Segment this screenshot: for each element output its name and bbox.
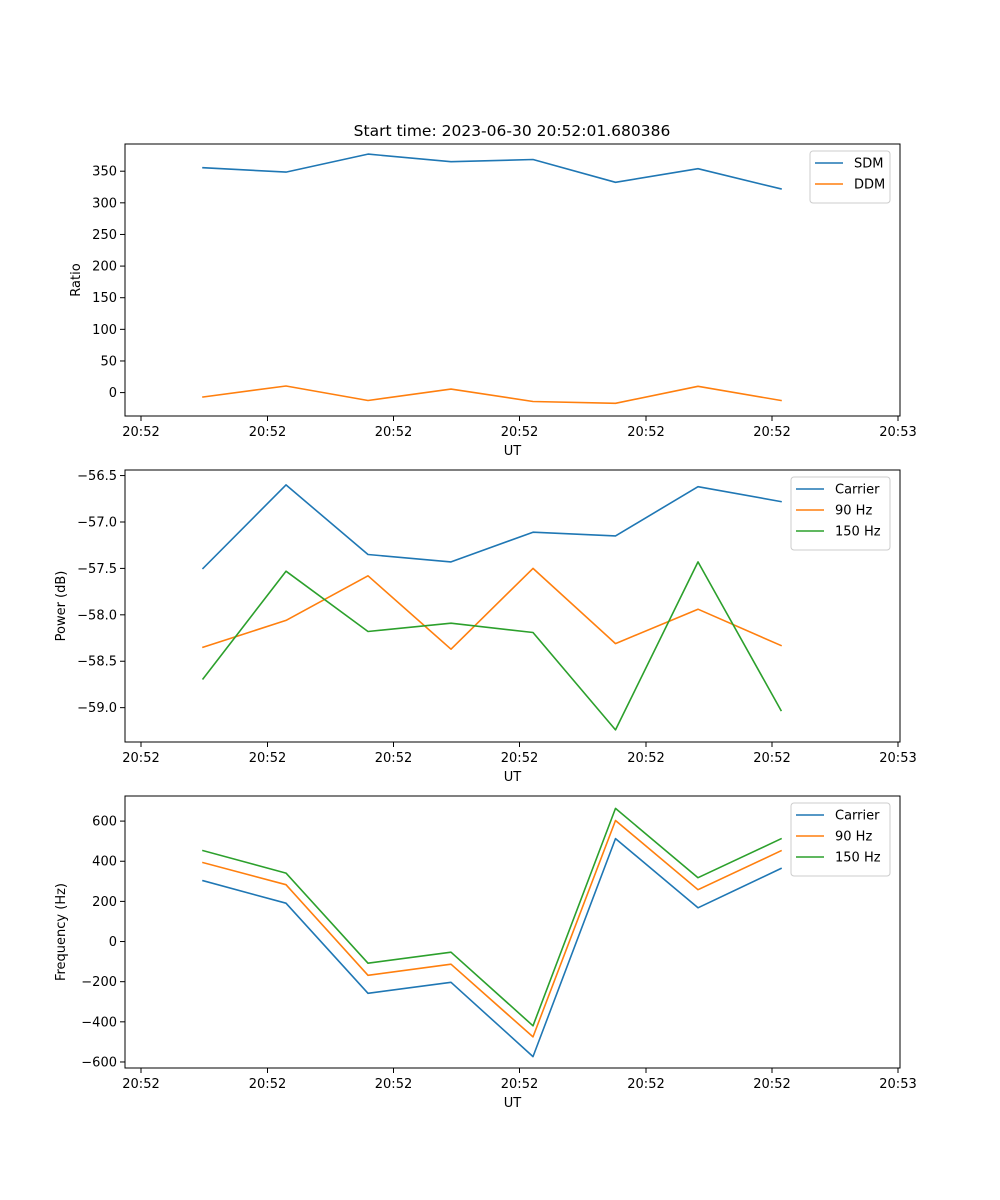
frequency-series-150-hz-line [202,807,783,1027]
ratio-ytick-label: 300 [92,196,117,211]
power-ytick-label: −56.5 [77,469,117,484]
ratio-legend-label-sdm: SDM [854,157,883,172]
frequency-xtick-label: 20:53 [879,1077,916,1092]
power-legend-label-carrier: Carrier [835,483,880,498]
power-xtick-label: 20:52 [753,751,790,766]
ratio-ytick-label: 250 [92,228,117,243]
power-yaxis-label: Power (dB) [54,571,69,642]
frequency-legend-label-150-hz: 150 Hz [835,851,881,866]
frequency-series-carrier-line [202,837,783,1058]
frequency-xtick-label: 20:52 [753,1077,790,1092]
power-panel: −59.0 −58.5 −58.0 −57.5 −57.0 −56.5 20:52 20:52… [54,469,917,785]
frequency-yaxis-label: Frequency (Hz) [54,883,69,981]
ratio-xaxis-label: UT [504,444,522,459]
power-xtick-label: 20:53 [879,751,916,766]
ratio-series-ddm-line [202,385,782,405]
frequency-xtick-label: 20:52 [375,1077,412,1092]
power-legend: Carrier 90 Hz 150 Hz [790,476,891,551]
frequency-legend: Carrier 90 Hz 150 Hz [790,802,891,877]
ratio-ytick-label: 100 [92,323,117,338]
ratio-ytick-label: 50 [100,354,117,369]
ratio-panel: 0 50 100 150 200 250 300 350 20:52 20:52 20:52 20:5… [69,143,917,459]
ratio-xtick-label: 20:52 [753,425,790,440]
ratio-axes-frame [124,143,901,417]
power-xtick-label: 20:52 [249,751,286,766]
frequency-ytick-label: −400 [81,1015,117,1030]
power-xtick-label: 20:52 [375,751,412,766]
power-series-90-hz-line [201,567,783,651]
ratio-ytick-label: 150 [92,291,117,306]
frequency-series-90-hz-line [202,819,783,1038]
power-axes-frame [124,469,901,743]
ratio-legend: SDM DDM [809,150,891,204]
frequency-ytick-label: 600 [92,815,117,830]
power-xtick-label: 20:52 [627,751,664,766]
power-ytick-label: −59.0 [77,701,117,716]
frequency-xtick-label: 20:52 [627,1077,664,1092]
frequency-legend-label-90-hz: 90 Hz [835,830,872,845]
ratio-ytick-label: 200 [92,260,117,275]
frequency-ytick-label: 200 [92,895,117,910]
ratio-legend-box [809,150,891,204]
power-legend-label-90-hz: 90 Hz [835,504,872,519]
power-ytick-label: −58.0 [77,608,117,623]
frequency-ytick-label: −600 [81,1055,117,1070]
frequency-ytick-label: 400 [92,855,117,870]
ratio-xtick-label: 20:52 [627,425,664,440]
frequency-axes-frame [124,795,901,1069]
power-xtick-label: 20:52 [122,751,159,766]
ratio-yaxis-label: Ratio [69,263,84,296]
frequency-panel: −600 −400 −200 0 200 400 600 20:52 20:52 20:52 20:… [54,795,917,1111]
power-xaxis-label: UT [504,770,522,785]
ratio-xtick-label: 20:52 [501,425,538,440]
frequency-xtick-label: 20:52 [122,1077,159,1092]
power-legend-label-150-hz: 150 Hz [835,525,881,540]
power-ytick-label: −57.5 [77,562,117,577]
frequency-ytick-label: 0 [109,935,117,950]
frequency-xtick-label: 20:52 [249,1077,286,1092]
chart-title: Start time: 2023-06-30 20:52:01.680386 [354,122,671,140]
power-ytick-label: −57.0 [77,515,117,530]
frequency-xaxis-label: UT [504,1096,522,1111]
frequency-ytick-label: −200 [81,975,117,990]
power-xtick-label: 20:52 [501,751,538,766]
ratio-xtick-label: 20:52 [249,425,286,440]
ratio-xtick-label: 20:52 [122,425,159,440]
ratio-series-sdm-line [202,153,782,190]
frequency-legend-label-carrier: Carrier [835,809,880,824]
power-ytick-label: −58.5 [77,655,117,670]
ratio-ytick-label: 0 [109,386,117,401]
ratio-legend-label-ddm: DDM [854,178,885,193]
ratio-ytick-label: 350 [92,165,117,180]
frequency-xtick-label: 20:52 [501,1077,538,1092]
ratio-xtick-label: 20:53 [879,425,916,440]
power-series-150-hz-line [201,561,783,731]
power-series-carrier-line [201,484,782,570]
ratio-xtick-label: 20:52 [375,425,412,440]
